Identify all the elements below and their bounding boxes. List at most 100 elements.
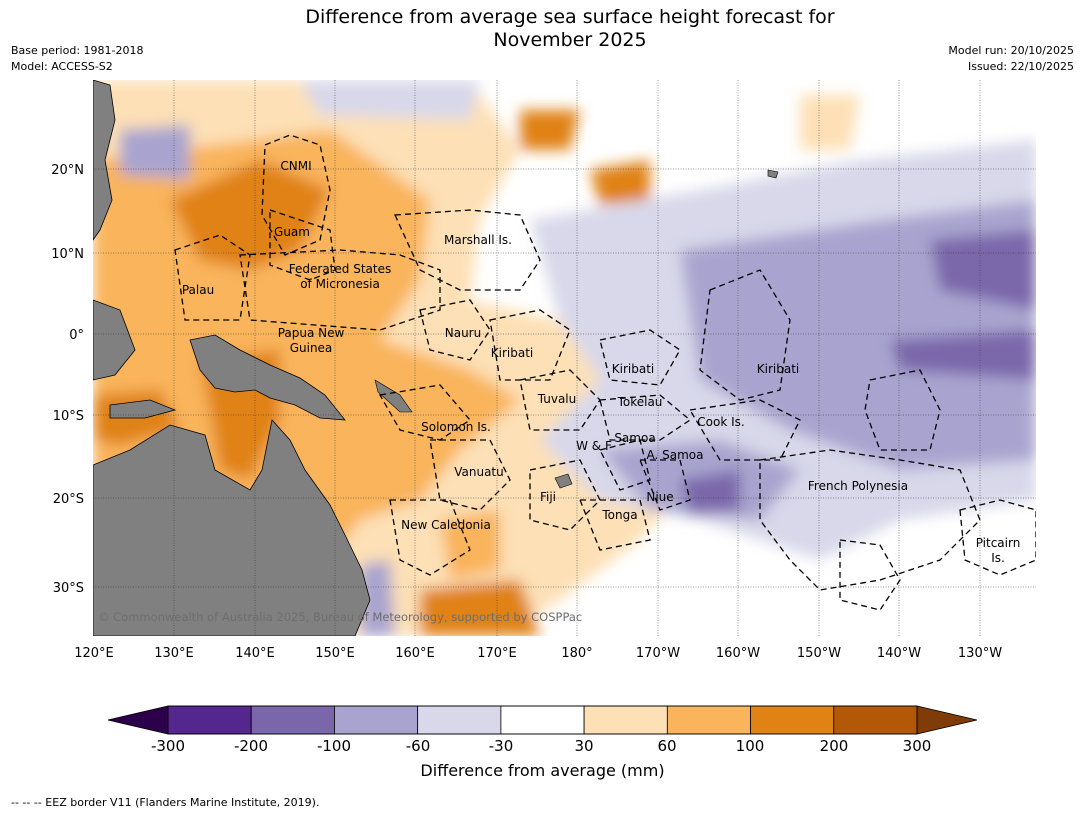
label-solomon: Solomon Is.	[421, 420, 491, 434]
region-labels: CNMI Guam Marshall Is. Federated States …	[182, 159, 1020, 565]
negative-100-200-a	[930, 230, 1036, 310]
graticule	[93, 80, 1036, 636]
colorbar-tick: -100	[317, 737, 351, 755]
lat-tick: 20°N	[51, 163, 84, 178]
lon-tick: 160°E	[395, 646, 435, 661]
label-cook: Cook Is.	[697, 415, 744, 429]
colorbar-tick: -200	[234, 737, 268, 755]
colorbar-cell	[334, 705, 419, 735]
label-fsm-1: Federated States	[289, 262, 391, 276]
positive-100-200-a	[170, 160, 330, 270]
eez-footer-note: -- -- -- EEZ border V11 (Flanders Marine…	[11, 796, 320, 809]
colorbar-label: Difference from average (mm)	[420, 761, 665, 780]
colorbar-cell	[833, 705, 918, 735]
label-png-1: Papua New	[278, 326, 345, 340]
negative-60-100-c	[120, 125, 190, 180]
lon-tick: 150°W	[797, 646, 841, 661]
label-fsm-2: of Micronesia	[300, 277, 380, 291]
colorbar-tick: 100	[736, 737, 765, 755]
base-period: Base period: 1981-2018	[11, 44, 144, 57]
label-wf: W & F	[576, 439, 612, 453]
label-tokelau: Tokelau	[617, 395, 663, 409]
colorbar-frame	[167, 705, 918, 735]
lat-tick: 10°S	[53, 409, 84, 424]
positive-100-200-f	[420, 580, 540, 636]
model-name: Model: ACCESS-S2	[11, 60, 113, 73]
issued-date: Issued: 22/10/2025	[967, 60, 1074, 73]
lon-tick: 120°E	[74, 646, 114, 661]
map-area: CNMI Guam Marshall Is. Federated States …	[93, 80, 1036, 636]
positive-100-200-d	[520, 110, 580, 150]
negative-30-60-b	[300, 80, 480, 120]
colorbar-tick: 60	[657, 737, 676, 755]
label-samoa: Samoa	[614, 431, 655, 445]
lon-tick: 170°E	[477, 646, 517, 661]
lon-tick: 140°W	[877, 646, 921, 661]
label-cnmi: CNMI	[280, 159, 311, 173]
label-tonga: Tonga	[601, 508, 637, 522]
label-asamoa: A. Samoa	[647, 448, 704, 462]
sulawesi-landmass	[93, 299, 136, 381]
australia-landmass	[93, 419, 371, 636]
label-marshall: Marshall Is.	[444, 233, 512, 247]
label-tuvalu: Tuvalu	[537, 392, 577, 406]
colorbar-tick: 200	[820, 737, 849, 755]
colorbar-tick: -30	[489, 737, 514, 755]
lon-tick: 130°E	[154, 646, 194, 661]
label-kiribati-east: Kiribati	[757, 362, 799, 376]
lon-tick: 160°W	[716, 646, 760, 661]
lon-tick: 180°	[561, 646, 592, 661]
colorbar: -300 -200 -100 -60 -30 30 60 100 200 300	[107, 705, 978, 755]
meta-right: Model run: 20/10/2025 Issued: 22/10/2025	[948, 43, 1074, 75]
lat-tick: 30°S	[53, 581, 84, 596]
colorbar-cell	[250, 705, 335, 735]
colorbar-cells	[167, 705, 918, 735]
lon-tick: 140°E	[235, 646, 275, 661]
label-png-2: Guinea	[290, 341, 333, 355]
timor-landmass	[109, 399, 177, 419]
positive-60-100-b	[440, 510, 500, 580]
positive-30-60-b	[800, 95, 860, 150]
label-palau: Palau	[182, 283, 214, 297]
copyright-text: © Commonwealth of Australia 2025, Bureau…	[98, 610, 582, 624]
colorbar-extend-low	[107, 705, 169, 735]
new-guinea-landmass	[189, 334, 346, 421]
negative-60-100-d	[360, 560, 395, 636]
title-line-1: Difference from average sea surface heig…	[305, 6, 835, 28]
lat-tick: 20°S	[53, 492, 84, 507]
label-pitcairn-2: Is.	[991, 551, 1005, 565]
lon-tick: 130°W	[958, 646, 1002, 661]
label-new-caledonia: New Caledonia	[401, 518, 491, 532]
label-kiribati-west: Kiribati	[491, 346, 533, 360]
lat-tick-labels: 20°N 10°N 0° 10°S 20°S 30°S	[51, 163, 84, 596]
title-line-2: November 2025	[493, 29, 647, 51]
label-guam: Guam	[274, 225, 310, 239]
label-french-polynesia: French Polynesia	[808, 479, 908, 493]
colorbar-tick: -300	[151, 737, 185, 755]
colorbar-cell	[750, 705, 835, 735]
colorbar-cell	[666, 705, 751, 735]
colorbar-tick-labels: -300 -200 -100 -60 -30 30 60 100 200 300	[151, 737, 931, 755]
lon-tick: 170°W	[636, 646, 680, 661]
model-run: Model run: 20/10/2025	[948, 44, 1074, 57]
colorbar-cell	[500, 705, 585, 735]
lat-tick: 0°	[69, 328, 84, 343]
meta-left: Base period: 1981-2018 Model: ACCESS-S2	[11, 43, 143, 75]
lat-tick: 10°N	[51, 247, 84, 262]
colorbar-tick: 300	[903, 737, 932, 755]
colorbar-cell	[583, 705, 668, 735]
eez-borders	[174, 134, 1036, 611]
colorbar-tick: 30	[574, 737, 593, 755]
negative-100-200-c	[680, 470, 740, 515]
positive-100-200-e	[590, 160, 650, 205]
label-nauru: Nauru	[445, 326, 481, 340]
label-pitcairn-1: Pitcairn	[976, 536, 1021, 550]
lon-tick-labels: 120°E 130°E 140°E 150°E 160°E 170°E 180°…	[74, 646, 1002, 661]
label-vanuatu: Vanuatu	[454, 465, 504, 479]
philippines-landmass	[93, 80, 116, 241]
solomon-landmass	[374, 379, 413, 413]
label-kiribati-central: Kiribati	[612, 362, 654, 376]
hawaii-landmass	[767, 169, 779, 179]
fiji-landmass	[554, 473, 573, 489]
